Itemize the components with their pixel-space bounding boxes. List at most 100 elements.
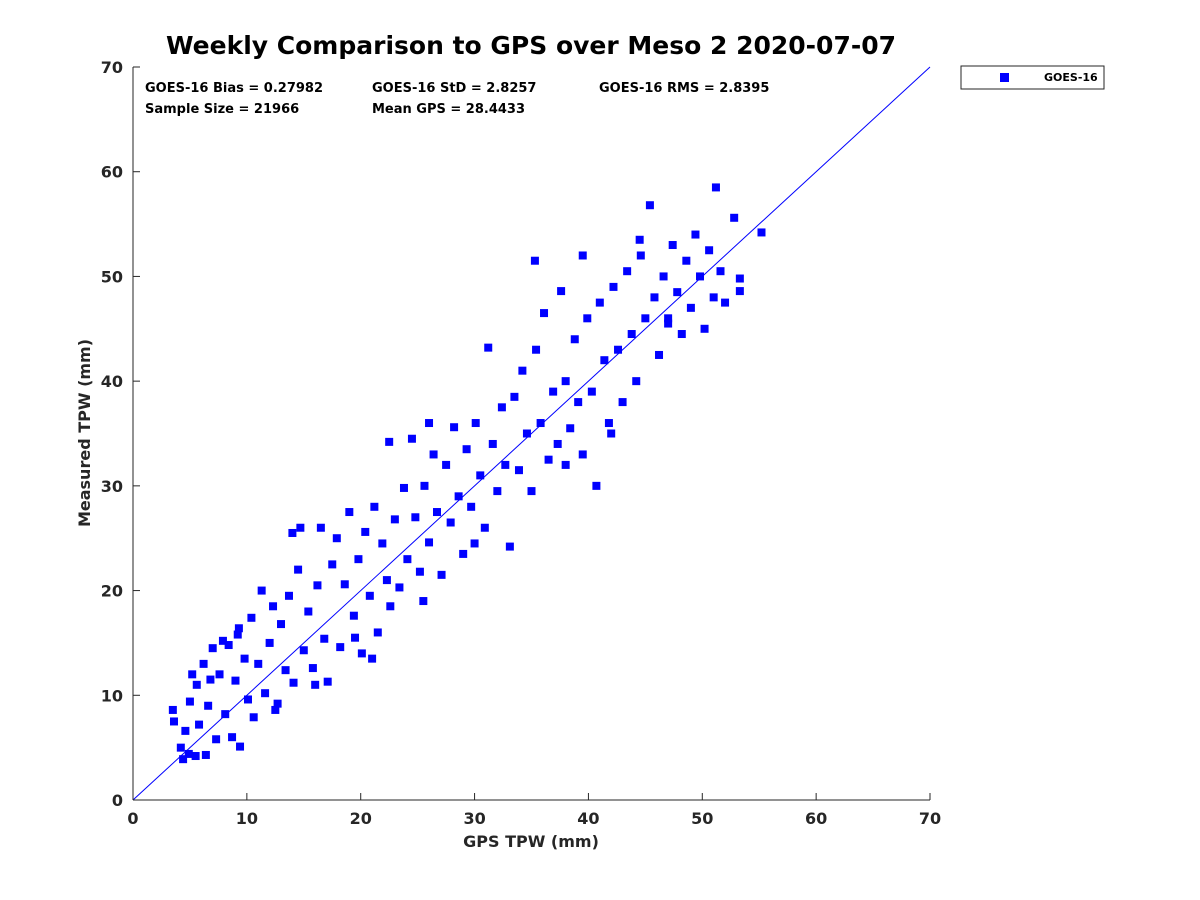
data-point bbox=[224, 641, 233, 650]
x-tick-label: 10 bbox=[236, 809, 258, 828]
data-point bbox=[195, 720, 204, 729]
data-point bbox=[299, 646, 308, 655]
data-point bbox=[289, 678, 298, 687]
data-point bbox=[231, 676, 240, 685]
data-point bbox=[659, 272, 668, 281]
data-point bbox=[354, 555, 363, 564]
data-point bbox=[247, 613, 256, 622]
data-point bbox=[561, 460, 570, 469]
data-point bbox=[204, 701, 213, 710]
data-point bbox=[553, 439, 562, 448]
data-point bbox=[281, 666, 290, 675]
data-point bbox=[505, 542, 514, 551]
data-point bbox=[459, 549, 468, 558]
data-point bbox=[454, 492, 463, 501]
data-point bbox=[592, 481, 601, 490]
stat-rms: GOES-16 RMS = 2.8395 bbox=[599, 81, 769, 96]
data-point bbox=[378, 539, 387, 548]
data-point bbox=[536, 419, 545, 428]
data-point bbox=[607, 429, 616, 438]
data-point bbox=[604, 419, 613, 428]
data-point bbox=[296, 523, 305, 532]
legend-marker-square-icon bbox=[1000, 73, 1009, 82]
data-point bbox=[254, 659, 263, 668]
data-point bbox=[313, 581, 322, 590]
x-tick-label: 20 bbox=[350, 809, 372, 828]
data-point bbox=[411, 513, 420, 522]
data-point bbox=[351, 633, 360, 642]
data-point bbox=[382, 576, 391, 585]
stat-mean-gps: Mean GPS = 28.4433 bbox=[372, 102, 525, 117]
data-point bbox=[403, 555, 412, 564]
data-point bbox=[345, 508, 354, 517]
data-point bbox=[233, 630, 242, 639]
data-point bbox=[668, 241, 677, 250]
data-point bbox=[185, 697, 194, 706]
data-point bbox=[304, 607, 313, 616]
data-point bbox=[497, 403, 506, 412]
data-point bbox=[168, 705, 177, 714]
data-point bbox=[522, 429, 531, 438]
data-point bbox=[735, 274, 744, 283]
data-point bbox=[583, 314, 592, 323]
data-point bbox=[294, 565, 303, 574]
x-axis-label: GPS TPW (mm) bbox=[463, 832, 599, 851]
data-point bbox=[530, 256, 539, 265]
data-point bbox=[212, 735, 221, 744]
data-point bbox=[323, 677, 332, 686]
y-tick-label: 0 bbox=[112, 791, 123, 810]
data-point bbox=[557, 287, 566, 296]
data-point bbox=[236, 742, 245, 751]
data-point bbox=[446, 518, 455, 527]
data-point bbox=[368, 654, 377, 663]
data-point bbox=[273, 699, 282, 708]
data-point bbox=[570, 335, 579, 344]
data-point bbox=[257, 586, 266, 595]
data-point bbox=[501, 460, 510, 469]
data-point bbox=[650, 293, 659, 302]
data-point bbox=[370, 502, 379, 511]
y-tick-label: 30 bbox=[101, 477, 123, 496]
data-point bbox=[566, 424, 575, 433]
data-point bbox=[549, 387, 558, 396]
data-point bbox=[711, 183, 720, 192]
data-point bbox=[682, 256, 691, 265]
data-point bbox=[420, 481, 429, 490]
data-point bbox=[432, 508, 441, 517]
data-point bbox=[696, 272, 705, 281]
data-point bbox=[757, 228, 766, 237]
data-point bbox=[587, 387, 596, 396]
data-point bbox=[595, 298, 604, 307]
data-point bbox=[261, 689, 270, 698]
data-point bbox=[636, 251, 645, 260]
data-point bbox=[390, 515, 399, 524]
y-tick-label: 60 bbox=[101, 163, 123, 182]
data-point bbox=[614, 345, 623, 354]
identity-reference-line bbox=[132, 66, 931, 801]
data-point bbox=[484, 343, 493, 352]
data-point bbox=[627, 330, 636, 339]
data-point bbox=[206, 675, 215, 684]
data-point bbox=[686, 303, 695, 312]
data-point bbox=[373, 628, 382, 637]
data-point bbox=[316, 523, 325, 532]
data-point bbox=[488, 439, 497, 448]
x-tick-label: 70 bbox=[919, 809, 941, 828]
data-point bbox=[385, 437, 394, 446]
data-point bbox=[709, 293, 718, 302]
x-axis-ticks: 0 10 20 30 40 50 60 70 bbox=[127, 793, 941, 828]
data-point bbox=[514, 466, 523, 475]
data-point bbox=[664, 319, 673, 328]
data-point bbox=[493, 487, 502, 496]
data-point bbox=[476, 471, 485, 480]
y-tick-label: 50 bbox=[101, 267, 123, 286]
data-point bbox=[320, 634, 329, 643]
data-point bbox=[462, 445, 471, 454]
data-point bbox=[243, 695, 252, 704]
data-point bbox=[700, 324, 709, 333]
x-tick-label: 60 bbox=[805, 809, 827, 828]
data-point bbox=[527, 487, 536, 496]
y-tick-label: 10 bbox=[101, 686, 123, 705]
data-point bbox=[328, 560, 337, 569]
